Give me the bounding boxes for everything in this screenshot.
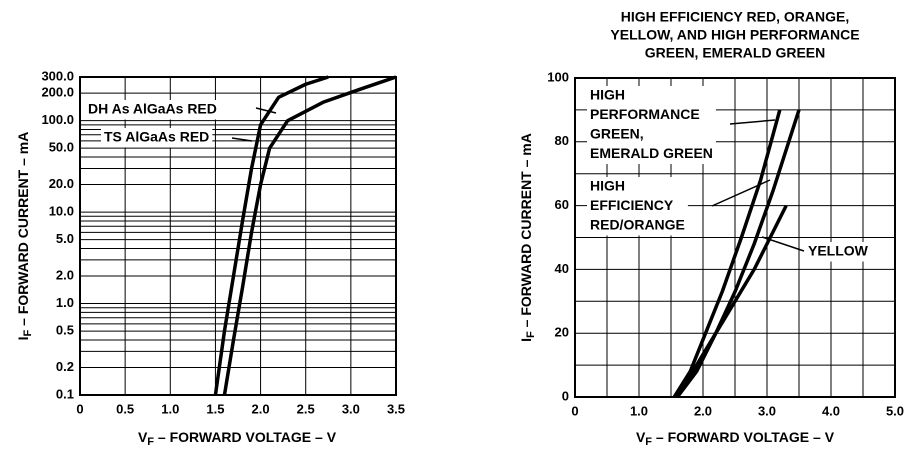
plot-frame [574,77,896,398]
axis-label-part: I [518,338,534,342]
series-label-bg [587,86,716,164]
axis-label: VF – FORWARD VOLTAGE – V [636,429,835,448]
x-tick-label: 4.0 [822,403,840,418]
y-tick-label: 10.0 [49,204,74,219]
x-tick-label: 1.5 [206,401,224,416]
leader-line [711,179,771,207]
y-tick-label: 60 [555,197,569,212]
series-label: TS AlGaAs RED [101,128,213,148]
y-tick-label: 0 [562,388,569,403]
series-label-line: DH As AlGaAs RED [88,101,217,117]
axis-label-part: V [138,429,148,445]
y-tick-label: 300.0 [41,68,74,83]
x-tick-label: 2.0 [252,401,270,416]
axis-label: IF – FORWARD CURRENT – mA [15,132,34,341]
axis-label-part: – FORWARD CURRENT – mA [518,133,534,331]
axis-label-part: I [15,336,31,340]
series-label-line: RED/ORANGE [590,217,685,233]
axis-label-part: – FORWARD VOLTAGE – V [652,429,835,445]
x-tick-label: 0 [571,403,578,418]
series-label-line: GREEN, [590,126,644,142]
series-label: DH As AlGaAs RED [85,100,220,120]
axis-label: VF – FORWARD VOLTAGE – V [138,429,337,448]
y-tick-label: 0.1 [56,386,74,401]
axis-label-part: – FORWARD CURRENT – mA [15,132,31,330]
x-tick-label: 0.5 [116,401,134,416]
leader-line [761,236,805,252]
y-tick-label: 200.0 [41,85,74,100]
series-label-line: EMERALD GREEN [590,145,713,161]
y-tick-label: 20 [555,325,569,340]
axis-label-subscript: F [22,329,34,336]
axis-label: IF – FORWARD CURRENT – mA [518,133,537,342]
x-tick-label: 3.0 [758,403,776,418]
series-label-line: TS AlGaAs RED [104,129,209,145]
x-tick-label: 2.0 [694,403,712,418]
chart-title: GREEN, EMERALD GREEN [645,45,825,61]
axis-label-subscript: F [645,436,652,448]
chart-title: HIGH EFFICIENCY RED, ORANGE, [621,9,849,25]
y-tick-label: 0.2 [56,359,74,374]
y-tick-label: 2.0 [56,267,74,282]
x-tick-label: 1.0 [161,401,179,416]
axis-label-subscript: F [525,331,537,338]
series-label: HIGH EFFICIENCY RED/ORANGE [587,177,688,236]
x-tick-label: 2.5 [297,401,315,416]
series-label-bg [805,242,871,262]
y-tick-label: 20.0 [49,176,74,191]
series-line [676,109,801,399]
axis-label-subscript: F [147,436,154,448]
y-tick-label: 40 [555,261,569,276]
series-label-line: EFFICIENCY [590,197,674,213]
series-line [675,204,788,398]
y-tick-label: 50.0 [49,140,74,155]
series-line [222,75,397,396]
axis-label-part: – FORWARD VOLTAGE – V [154,429,337,445]
series-label-line: PERFORMANCE [590,106,700,122]
x-tick-label: 3.0 [342,401,360,416]
series-label-line: YELLOW [808,243,869,259]
y-tick-label: 5.0 [56,231,74,246]
x-tick-label: 5.0 [886,403,904,418]
series-line [213,75,329,396]
y-tick-label: 0.5 [56,323,74,338]
chart-title: YELLOW, AND HIGH PERFORMANCE [610,27,859,43]
leader-line [231,137,253,142]
leader-line [729,119,776,125]
x-tick-label: 1.0 [630,403,648,418]
leader-line [255,107,277,114]
series-label-bg [587,177,688,236]
series-label-line: HIGH [590,178,625,194]
y-tick-label: 100.0 [41,112,74,127]
x-tick-label: 0 [76,401,83,416]
series-label-line: HIGH [590,87,625,103]
y-tick-label: 100 [547,69,569,84]
axis-label-part: V [636,429,646,445]
y-tick-label: 1.0 [56,295,74,310]
series-label-bg [101,128,213,148]
x-tick-label: 3.5 [387,401,405,416]
series-label-bg [85,100,220,120]
series-label: YELLOW [805,242,871,262]
y-tick-label: 80 [555,133,569,148]
series-line [672,109,782,398]
plot-frame [79,76,397,396]
series-label: HIGH PERFORMANCE GREEN, EMERALD GREEN [587,86,716,164]
